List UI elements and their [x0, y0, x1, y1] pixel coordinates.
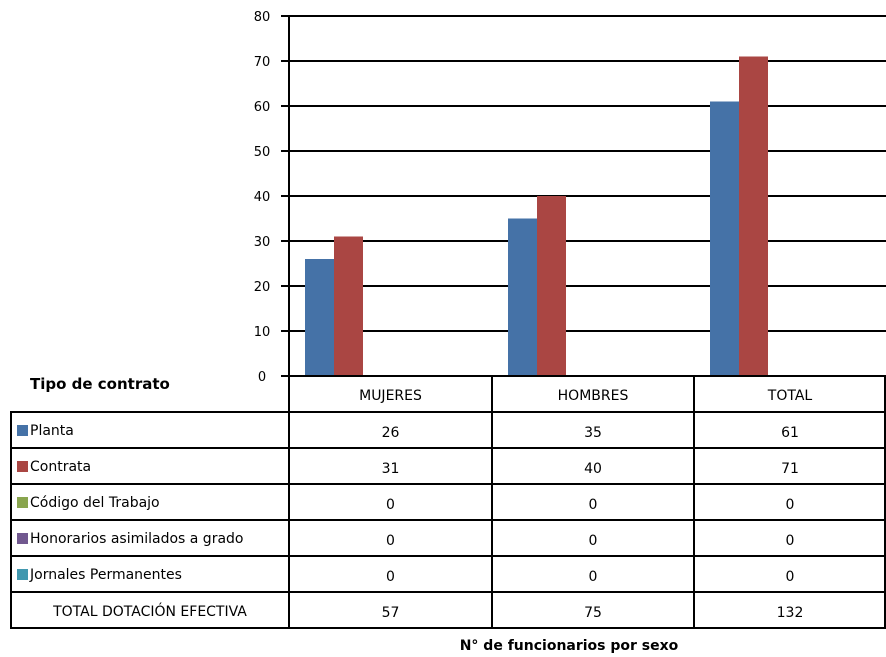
data-label: 0: [786, 533, 795, 549]
y-tick-label: 40: [254, 190, 271, 205]
data-label: 0: [386, 533, 395, 549]
bar: [305, 259, 334, 376]
data-label: 35: [584, 425, 602, 441]
data-label: 40: [584, 461, 602, 477]
total-value: 57: [382, 605, 400, 621]
series-label: Honorarios asimilados a grado: [30, 531, 243, 547]
data-label: 0: [589, 497, 598, 513]
y-tick-label: 60: [254, 100, 271, 115]
data-label: 0: [386, 569, 395, 585]
total-value: 132: [777, 605, 804, 621]
data-label: 26: [382, 425, 400, 441]
category-label: MUJERES: [359, 388, 422, 404]
bars: [305, 57, 768, 377]
data-label: 0: [589, 569, 598, 585]
category-label: HOMBRES: [558, 388, 629, 404]
category-label: TOTAL: [767, 388, 813, 404]
bar: [537, 196, 566, 376]
legend-swatch: [17, 533, 28, 544]
data-label: 61: [781, 425, 799, 441]
bar: [508, 219, 537, 377]
data-label: 71: [781, 461, 799, 477]
data-label: 0: [589, 533, 598, 549]
data-label: 0: [386, 497, 395, 513]
legend-swatch: [17, 425, 28, 436]
bar: [710, 102, 739, 377]
legend-swatch: [17, 497, 28, 508]
y-tick-label: 10: [254, 325, 271, 340]
legend-swatch: [17, 461, 28, 472]
y-tick-label: 0: [258, 370, 266, 385]
x-axis-label: N° de funcionarios por sexo: [460, 638, 679, 654]
y-tick-label: 70: [254, 55, 271, 70]
y-tick-label: 30: [254, 235, 271, 250]
legend-swatch: [17, 569, 28, 580]
series-label: Jornales Permanentes: [29, 567, 182, 583]
legend-title: Tipo de contrato: [30, 375, 170, 393]
y-axis-ticks: 0 10 20 30 40 50 60 70 80: [254, 10, 271, 385]
data-table: MUJERES HOMBRES TOTAL Planta 26 35 61 Contrata 3…: [10, 376, 886, 628]
gridlines: [281, 16, 886, 376]
y-tick-label: 50: [254, 145, 271, 160]
bar: [739, 57, 768, 377]
series-label: Planta: [30, 423, 74, 439]
data-label: 31: [382, 461, 400, 477]
y-tick-label: 20: [254, 280, 271, 295]
bar: [334, 237, 363, 377]
totals-label: TOTAL DOTACIÓN EFECTIVA: [52, 602, 247, 620]
data-label: 0: [786, 497, 795, 513]
data-label: 0: [786, 569, 795, 585]
y-tick-label: 80: [254, 10, 271, 25]
series-label: Contrata: [30, 459, 91, 475]
total-value: 75: [584, 605, 602, 621]
series-label: Código del Trabajo: [30, 495, 160, 511]
